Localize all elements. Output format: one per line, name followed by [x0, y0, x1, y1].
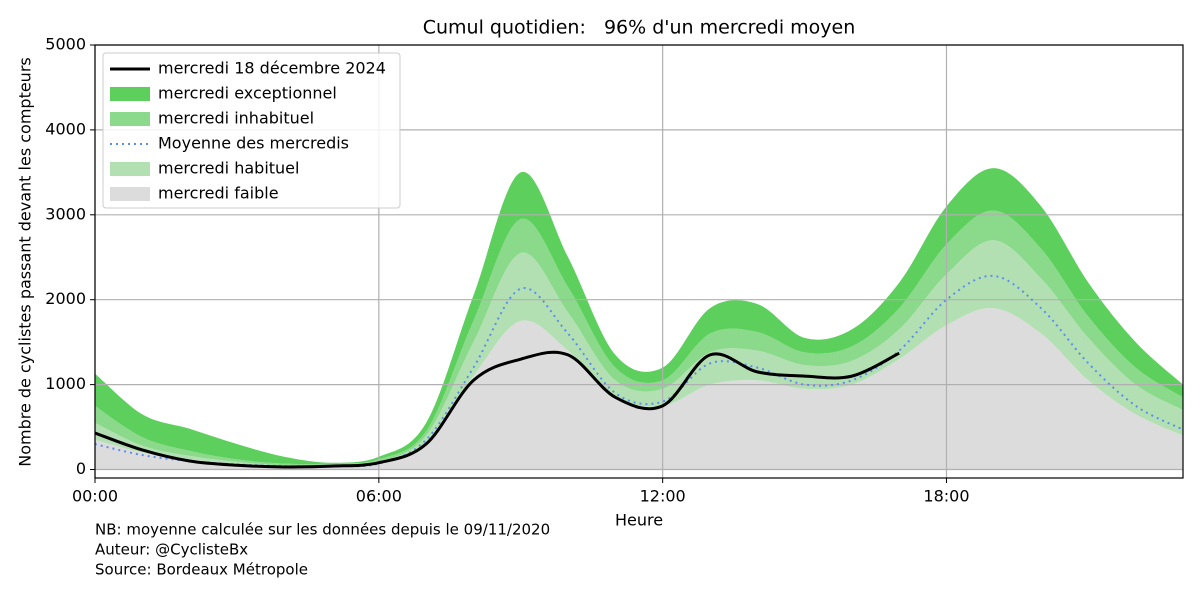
y-tick-label: 2000 — [45, 289, 86, 308]
note: NB: moyenne calculée sur les données dep… — [95, 521, 550, 539]
legend-swatch — [110, 112, 150, 126]
legend-label: mercredi exceptionnel — [158, 84, 337, 103]
legend-label: Moyenne des mercredis — [158, 134, 349, 153]
x-tick-label: 00:00 — [72, 487, 118, 506]
y-tick-label: 5000 — [45, 35, 86, 54]
legend-label: mercredi faible — [158, 184, 279, 203]
y-axis-label: Nombre de cyclistes passant devant les c… — [16, 57, 35, 467]
legend-swatch — [110, 162, 150, 176]
plot-frame — [94, 44, 1184, 479]
y-tick-label: 3000 — [45, 204, 86, 223]
legend-label: mercredi 18 décembre 2024 — [158, 59, 386, 78]
legend-box — [102, 52, 401, 209]
y-tick-label: 1000 — [45, 374, 86, 393]
chart-title: Cumul quotidien: 96% d'un mercredi moyen — [423, 17, 856, 39]
y-tick-label: 0 — [76, 459, 86, 478]
day-line — [95, 350, 900, 469]
y-tick-label: 4000 — [45, 119, 86, 138]
note: Auteur: @CyclisteBx — [95, 541, 248, 559]
x-tick-label: 12:00 — [640, 487, 686, 506]
x-tick-label: 18:00 — [923, 487, 969, 506]
band-area — [95, 308, 1183, 470]
x-tick-label: 06:00 — [356, 487, 402, 506]
note: Source: Bordeaux Métropole — [95, 561, 308, 579]
legend-swatch — [110, 87, 150, 101]
x-axis-label: Heure — [615, 511, 663, 530]
legend-label: mercredi inhabituel — [158, 109, 314, 128]
legend-label: mercredi habituel — [158, 159, 299, 178]
band-area — [95, 168, 1183, 465]
legend-swatch — [110, 187, 150, 201]
